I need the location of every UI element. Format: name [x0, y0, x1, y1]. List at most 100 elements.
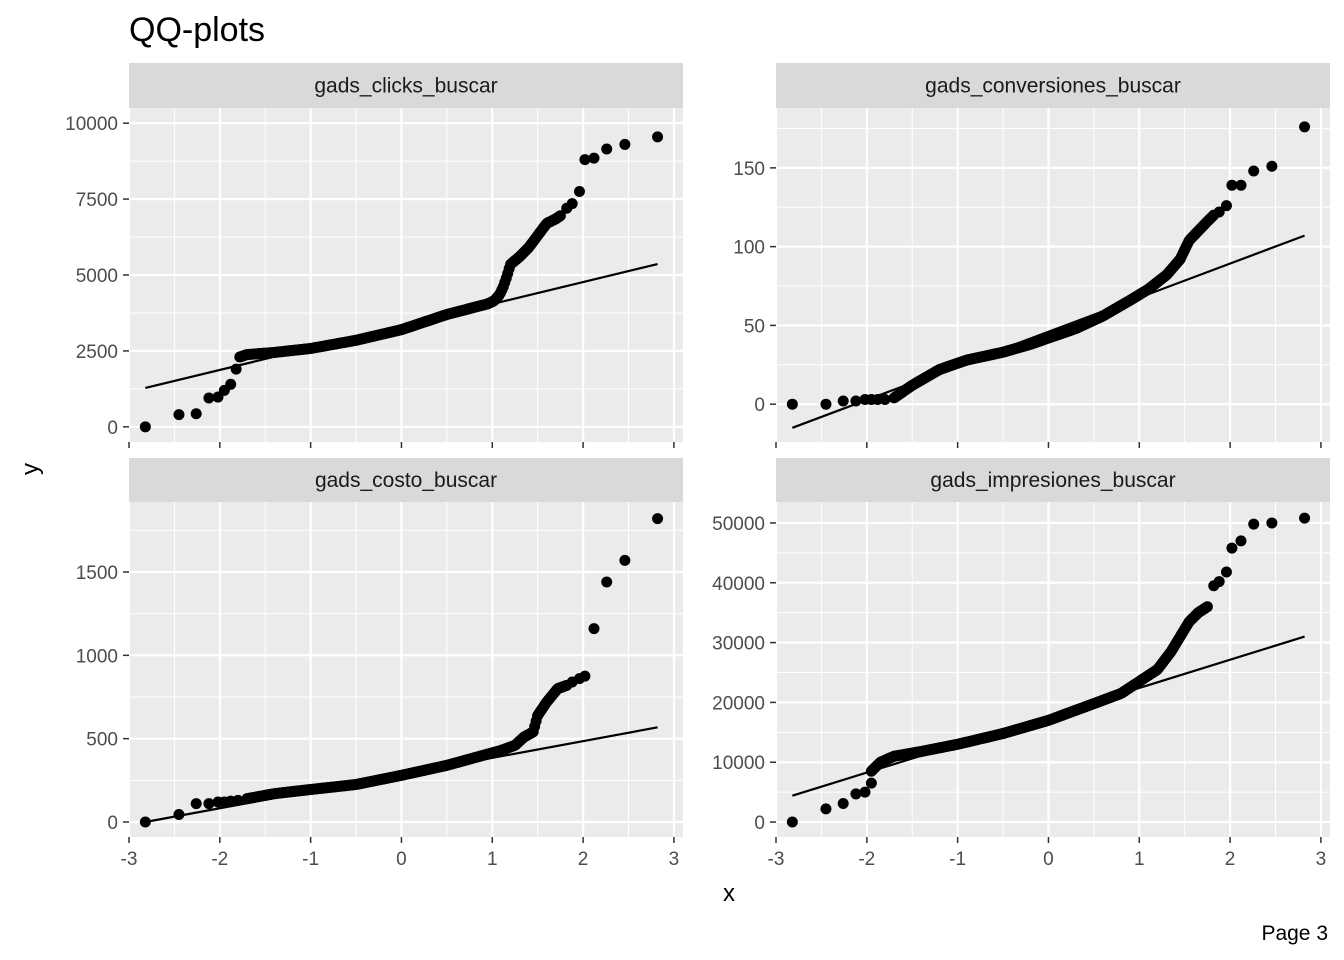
y-tick-label: 5000 — [76, 266, 118, 287]
y-tick-label: 0 — [754, 813, 765, 834]
facet-panels: gads_clicks_buscar025005000750010000gads… — [65, 63, 1330, 870]
facet-strip — [776, 63, 1330, 108]
sample-quantile-point — [1299, 512, 1311, 524]
y-tick-label: 50000 — [712, 514, 765, 535]
sample-quantile-point — [573, 186, 585, 197]
y-tick-label: 1000 — [76, 646, 118, 667]
sample-quantile-point — [837, 798, 849, 809]
y-tick-label: 40000 — [712, 574, 765, 595]
facet-strip — [129, 458, 683, 502]
facet-strip-label: gads_conversiones_buscar — [925, 75, 1181, 98]
sample-quantile-point — [173, 809, 185, 820]
y-tick-label: 0 — [107, 813, 118, 834]
sample-quantile-point — [879, 393, 891, 405]
sample-quantile-point — [850, 395, 862, 407]
x-tick-label: 3 — [669, 849, 680, 870]
sample-quantile-point — [619, 138, 631, 150]
x-tick-label: -1 — [302, 849, 319, 870]
x-tick-label: 0 — [396, 849, 407, 870]
x-axis-title: x — [723, 880, 735, 907]
facet-strip — [776, 458, 1330, 502]
panel-background — [129, 502, 683, 837]
sample-quantile-point — [190, 408, 202, 420]
x-tick-label: -2 — [858, 849, 875, 870]
y-tick-label: 0 — [754, 395, 765, 416]
y-tick-label: 0 — [107, 418, 118, 439]
sample-quantile-point — [203, 392, 215, 404]
y-tick-label: 10000 — [65, 114, 118, 135]
sample-quantile-point — [601, 576, 613, 588]
sample-quantile-point — [1248, 165, 1260, 177]
sample-quantile-point — [579, 154, 591, 166]
page-number: Page 3 — [1261, 922, 1328, 945]
sample-quantile-point — [820, 803, 832, 815]
sample-quantile-point — [203, 798, 215, 810]
sample-quantile-point — [859, 786, 871, 798]
x-tick-label: -3 — [768, 849, 785, 870]
x-tick-label: -1 — [949, 849, 966, 870]
sample-quantile-point — [1266, 517, 1278, 529]
sample-quantile-point — [1213, 576, 1225, 588]
x-tick-label: 1 — [487, 849, 498, 870]
sample-quantile-point — [1226, 542, 1238, 554]
y-tick-label: 1500 — [76, 563, 118, 584]
sample-quantile-point — [225, 378, 237, 390]
sample-quantile-point — [652, 131, 664, 143]
sample-quantile-point — [1266, 160, 1278, 172]
sample-quantile-point — [1226, 179, 1238, 191]
facet-strip-label: gads_impresiones_buscar — [930, 469, 1175, 492]
sample-quantile-point — [1235, 535, 1247, 547]
y-tick-label: 20000 — [712, 693, 765, 714]
sample-quantile-point — [230, 363, 242, 375]
facet-panel-gads_impresiones_buscar: gads_impresiones_buscar -3 -2 -1 0 1 2 3 0 10000 2… — [712, 458, 1330, 870]
sample-quantile-point — [1220, 200, 1232, 212]
facet-panel-gads_conversiones_buscar: gads_conversiones_buscar 0 50 100 150 — [733, 63, 1330, 448]
sample-quantile-point — [652, 513, 664, 525]
sample-quantile-point — [190, 798, 202, 810]
y-tick-label: 50 — [744, 316, 765, 337]
sample-quantile-point — [865, 777, 877, 789]
sample-quantile-point — [1213, 206, 1225, 218]
x-tick-label: 2 — [578, 849, 589, 870]
facet-strip — [129, 63, 683, 108]
y-tick-label: 10000 — [712, 753, 765, 774]
x-tick-label: -3 — [121, 849, 138, 870]
sample-quantile-point — [837, 395, 849, 407]
sample-quantile-point — [619, 554, 631, 566]
sample-quantile-point — [139, 816, 151, 828]
panel-background — [776, 108, 1330, 442]
sample-quantile-point — [566, 198, 578, 210]
facet-strip-label: gads_clicks_buscar — [314, 75, 497, 98]
sample-quantile-point — [579, 670, 591, 682]
y-axis-title: y — [17, 463, 44, 475]
sample-quantile-point — [786, 398, 798, 410]
panel-background — [776, 502, 1330, 837]
sample-quantile-point — [1235, 179, 1247, 191]
y-tick-label: 30000 — [712, 634, 765, 655]
facet-strip-label: gads_costo_buscar — [315, 469, 497, 492]
y-tick-label: 500 — [86, 730, 118, 751]
x-tick-label: 3 — [1316, 849, 1327, 870]
sample-quantile-point — [588, 623, 600, 635]
sample-quantile-point — [588, 152, 600, 164]
y-tick-label: 150 — [733, 159, 765, 180]
sample-quantile-point — [850, 788, 862, 800]
x-tick-label: 1 — [1134, 849, 1145, 870]
sample-quantile-point — [1299, 121, 1311, 133]
sample-quantile-point — [173, 409, 185, 421]
sample-quantile-point — [232, 794, 244, 806]
y-tick-label: 7500 — [76, 190, 118, 211]
sample-quantile-point — [1220, 566, 1232, 578]
x-tick-label: -2 — [211, 849, 228, 870]
x-tick-label: 0 — [1043, 849, 1054, 870]
facet-panel-gads_clicks_buscar: gads_clicks_buscar 0 2500 5000 7500 10000 — [65, 63, 683, 448]
facet-panel-gads_costo_buscar: gads_costo_buscar -3 -2 -1 0 1 2 3 0 500 1000 1500 — [76, 458, 683, 870]
sample-quantile-point — [139, 421, 151, 433]
sample-quantile-point — [554, 210, 566, 222]
y-tick-label: 100 — [733, 238, 765, 259]
sample-quantile-point — [820, 398, 832, 410]
sample-quantile-point — [1248, 518, 1260, 530]
figure-title: QQ-plots — [129, 11, 265, 49]
x-tick-label: 2 — [1225, 849, 1236, 870]
